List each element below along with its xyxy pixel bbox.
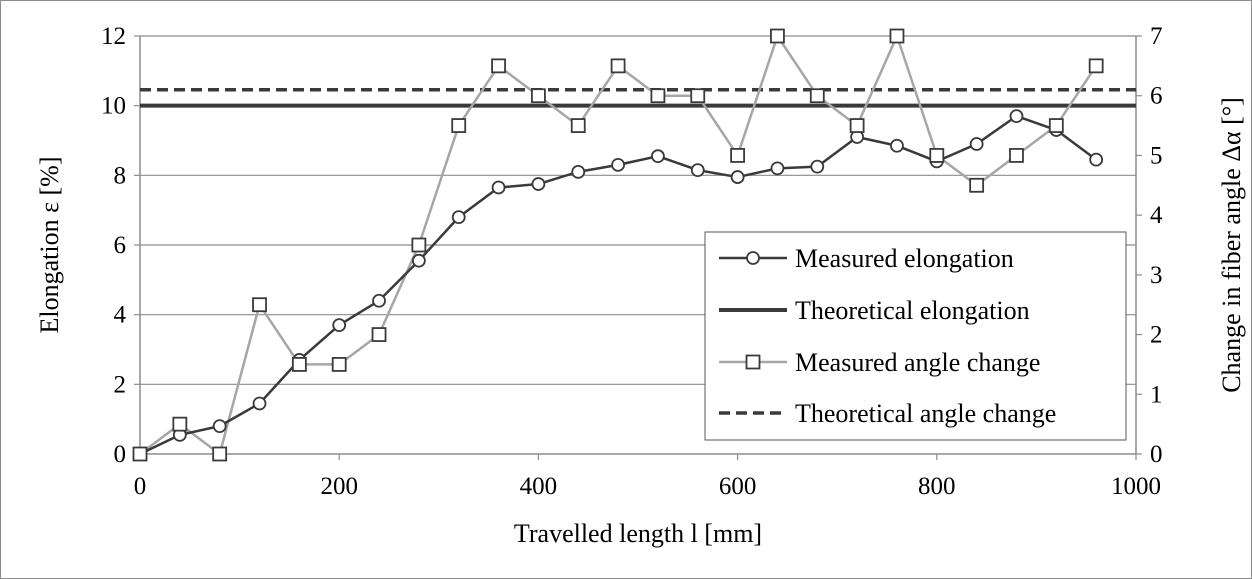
point-measured-angle-change [770,28,785,44]
point-measured-angle-change [252,297,267,313]
point-measured-angle-change [132,446,148,462]
legend: Measured elongation Theoretical elongati… [704,231,1127,441]
legend-box [704,231,1127,441]
point-measured-elongation [451,210,466,225]
legend-label-measured-elongation: Measured elongation [795,244,1014,273]
point-measured-elongation [491,180,506,195]
point-measured-angle-change [1088,58,1104,74]
point-measured-angle-change [1048,118,1064,133]
point-measured-elongation [212,419,227,434]
point-measured-angle-change [212,446,228,462]
point-measured-angle-change [1009,148,1024,163]
point-measured-elongation [372,293,386,308]
point-measured-elongation [810,159,825,174]
y-right-tick-label: 3 [1150,262,1163,289]
point-measured-angle-change [291,357,307,372]
point-measured-elongation [252,396,267,411]
point-measured-elongation [969,137,984,151]
y-left-tick-label: 12 [101,23,126,50]
y-left-tick-label: 6 [114,232,127,259]
legend-entry-measured-angle-change: Measured angle change [719,348,1040,377]
y-left-tick-label: 4 [114,302,127,329]
point-measured-angle-change [331,357,347,372]
y-left-tick-label: 2 [114,371,127,398]
point-measured-angle-change [531,88,546,104]
point-measured-angle-change [730,148,745,163]
point-measured-angle-change [650,88,666,104]
point-measured-elongation [690,163,705,178]
y-right-tick-label: 4 [1150,202,1163,229]
legend-label-theoretical-elongation: Theoretical elongation [795,296,1030,325]
y-left-tick-label: 10 [101,93,126,120]
point-measured-elongation [890,138,904,153]
y-left-tick-label: 0 [114,441,127,468]
point-measured-angle-change [690,88,706,104]
y-right-tick-label: 2 [1150,322,1163,349]
legend-entry-theoretical-angle-change: Theoretical angle change [719,399,1056,428]
x-tick-label: 0 [134,473,147,500]
y-right-tick-label: 6 [1150,83,1163,110]
legend-label-theoretical-angle-change: Theoretical angle change [795,399,1056,428]
point-measured-angle-change [929,148,945,163]
x-tick-label: 1000 [1111,473,1161,500]
point-measured-angle-change [172,416,188,432]
point-measured-angle-change [610,58,626,74]
legend-entry-measured-elongation: Measured elongation [719,244,1014,273]
point-measured-elongation [611,157,625,172]
legend-marker-square [745,354,761,370]
point-measured-angle-change [491,58,506,74]
point-measured-angle-change [371,327,387,342]
y-right-tick-label: 7 [1150,23,1163,50]
y-right-tick-label: 5 [1150,142,1163,169]
x-tick-label: 600 [719,473,757,500]
point-measured-elongation [332,318,347,333]
point-measured-angle-change [451,118,467,133]
point-measured-angle-change [849,118,865,133]
x-tick-label: 200 [320,473,358,500]
point-measured-elongation [730,170,745,184]
point-measured-elongation [770,161,785,176]
point-measured-elongation [571,164,586,179]
legend-label-measured-angle-change: Measured angle change [795,348,1040,377]
y-right-tick-label: 0 [1150,441,1163,468]
y-right-tick-label: 1 [1150,381,1163,408]
point-measured-elongation [531,177,546,191]
y-left-axis-title: Elongation ε [%] [35,157,64,334]
y-left-tick-label: 8 [114,162,127,189]
point-measured-angle-change [889,28,905,44]
point-measured-elongation [411,253,426,268]
point-measured-elongation [1009,109,1024,124]
x-tick-label: 800 [918,473,956,500]
series-layer [132,28,1136,462]
point-measured-elongation [1089,152,1104,167]
point-measured-elongation [651,149,665,164]
point-measured-angle-change [969,177,985,193]
x-tick-label: 400 [520,473,558,500]
legend-marker-circle [746,251,760,265]
legend-entry-theoretical-elongation: Theoretical elongation [719,296,1030,325]
point-measured-angle-change [411,237,427,253]
point-measured-angle-change [570,118,586,133]
y-right-axis-title: Change in fiber angle Δα [°] [1217,97,1246,393]
x-axis-title: Travelled length l [mm] [514,519,762,548]
point-measured-angle-change [809,88,825,104]
